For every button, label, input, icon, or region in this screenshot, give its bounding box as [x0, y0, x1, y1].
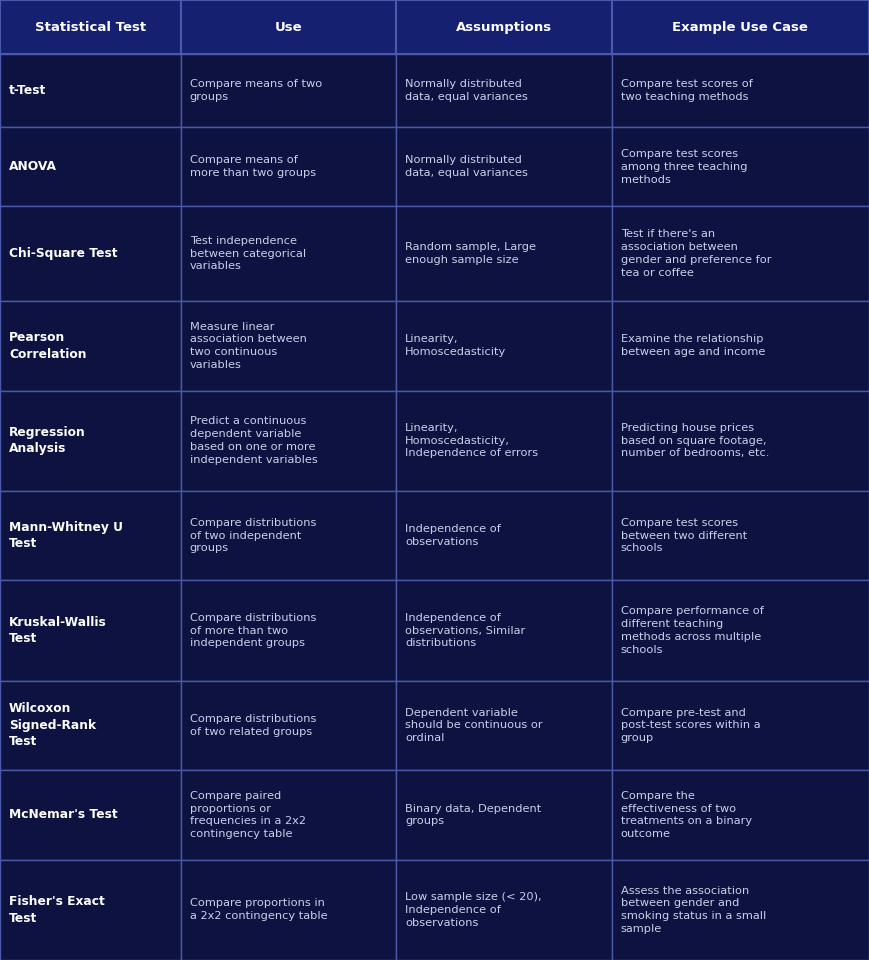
Text: Example Use Case: Example Use Case — [673, 20, 808, 34]
Text: Statistical Test: Statistical Test — [35, 20, 146, 34]
Bar — [396, 770, 612, 859]
Text: Compare means of
more than two groups: Compare means of more than two groups — [189, 156, 315, 179]
Text: Chi-Square Test: Chi-Square Test — [9, 247, 117, 260]
Text: Wilcoxon
Signed-Rank
Test: Wilcoxon Signed-Rank Test — [9, 703, 96, 749]
Text: Test independence
between categorical
variables: Test independence between categorical va… — [189, 236, 306, 272]
Bar — [181, 491, 396, 581]
Text: Examine the relationship
between age and income: Examine the relationship between age and… — [620, 334, 765, 357]
Bar — [612, 301, 869, 391]
Bar — [181, 206, 396, 301]
Text: Compare test scores
among three teaching
methods: Compare test scores among three teaching… — [620, 149, 747, 184]
Bar — [612, 681, 869, 770]
Text: Regression
Analysis: Regression Analysis — [9, 426, 86, 455]
Text: Compare distributions
of two related groups: Compare distributions of two related gro… — [189, 714, 316, 737]
Text: Compare means of two
groups: Compare means of two groups — [189, 80, 322, 103]
Bar — [396, 301, 612, 391]
Text: Assess the association
between gender and
smoking status in a small
sample: Assess the association between gender an… — [620, 886, 766, 934]
Bar — [612, 859, 869, 960]
Bar — [612, 54, 869, 128]
Bar — [0, 681, 181, 770]
Text: ANOVA: ANOVA — [9, 160, 57, 173]
Text: t-Test: t-Test — [9, 84, 46, 97]
Text: Random sample, Large
enough sample size: Random sample, Large enough sample size — [405, 242, 536, 265]
Text: Compare distributions
of two independent
groups: Compare distributions of two independent… — [189, 517, 316, 553]
Bar — [0, 391, 181, 491]
Text: Use: Use — [275, 20, 302, 34]
Text: Independence of
observations, Similar
distributions: Independence of observations, Similar di… — [405, 612, 526, 648]
Bar — [612, 770, 869, 859]
Bar — [181, 54, 396, 128]
Text: McNemar's Test: McNemar's Test — [9, 808, 117, 822]
Text: Mann-Whitney U
Test: Mann-Whitney U Test — [9, 521, 123, 550]
Bar — [0, 206, 181, 301]
Bar — [612, 581, 869, 681]
Text: Binary data, Dependent
groups: Binary data, Dependent groups — [405, 804, 541, 827]
Text: Assumptions: Assumptions — [456, 20, 552, 34]
Bar — [396, 54, 612, 128]
Text: Compare paired
proportions or
frequencies in a 2x2
contingency table: Compare paired proportions or frequencie… — [189, 791, 306, 839]
Text: Linearity,
Homoscedasticity: Linearity, Homoscedasticity — [405, 334, 507, 357]
Bar — [612, 128, 869, 206]
Text: Kruskal-Wallis
Test: Kruskal-Wallis Test — [9, 615, 107, 645]
Bar — [181, 0, 396, 54]
Bar — [396, 491, 612, 581]
Text: Predicting house prices
based on square footage,
number of bedrooms, etc.: Predicting house prices based on square … — [620, 422, 769, 459]
Text: Predict a continuous
dependent variable
based on one or more
independent variabl: Predict a continuous dependent variable … — [189, 417, 317, 465]
Bar — [0, 581, 181, 681]
Text: Compare proportions in
a 2x2 contingency table: Compare proportions in a 2x2 contingency… — [189, 899, 328, 922]
Text: Low sample size (< 20),
Independence of
observations: Low sample size (< 20), Independence of … — [405, 892, 542, 927]
Text: Independence of
observations: Independence of observations — [405, 524, 501, 547]
Text: Fisher's Exact
Test: Fisher's Exact Test — [9, 895, 105, 924]
Text: Linearity,
Homoscedasticity,
Independence of errors: Linearity, Homoscedasticity, Independenc… — [405, 422, 539, 459]
Text: Compare performance of
different teaching
methods across multiple
schools: Compare performance of different teachin… — [620, 607, 764, 655]
Text: Pearson
Correlation: Pearson Correlation — [9, 331, 87, 361]
Text: Normally distributed
data, equal variances: Normally distributed data, equal varianc… — [405, 156, 528, 179]
Bar — [181, 859, 396, 960]
Bar — [0, 54, 181, 128]
Bar — [0, 0, 181, 54]
Bar — [396, 128, 612, 206]
Text: Compare test scores of
two teaching methods: Compare test scores of two teaching meth… — [620, 80, 753, 103]
Text: Test if there's an
association between
gender and preference for
tea or coffee: Test if there's an association between g… — [620, 229, 772, 277]
Bar — [396, 581, 612, 681]
Text: Normally distributed
data, equal variances: Normally distributed data, equal varianc… — [405, 80, 528, 103]
Bar — [181, 391, 396, 491]
Bar — [0, 770, 181, 859]
Bar — [396, 0, 612, 54]
Bar — [181, 770, 396, 859]
Text: Compare the
effectiveness of two
treatments on a binary
outcome: Compare the effectiveness of two treatme… — [620, 791, 752, 839]
Bar — [181, 128, 396, 206]
Bar — [612, 206, 869, 301]
Bar — [396, 391, 612, 491]
Bar — [0, 301, 181, 391]
Bar — [181, 581, 396, 681]
Text: Compare distributions
of more than two
independent groups: Compare distributions of more than two i… — [189, 612, 316, 648]
Bar — [612, 0, 869, 54]
Bar — [0, 491, 181, 581]
Text: Compare pre-test and
post-test scores within a
group: Compare pre-test and post-test scores wi… — [620, 708, 760, 743]
Bar — [396, 681, 612, 770]
Bar — [0, 128, 181, 206]
Text: Measure linear
association between
two continuous
variables: Measure linear association between two c… — [189, 322, 307, 370]
Bar — [181, 301, 396, 391]
Bar — [0, 859, 181, 960]
Text: Compare test scores
between two different
schools: Compare test scores between two differen… — [620, 517, 747, 553]
Text: Dependent variable
should be continuous or
ordinal: Dependent variable should be continuous … — [405, 708, 543, 743]
Bar — [612, 491, 869, 581]
Bar — [396, 859, 612, 960]
Bar — [396, 206, 612, 301]
Bar — [612, 391, 869, 491]
Bar — [181, 681, 396, 770]
